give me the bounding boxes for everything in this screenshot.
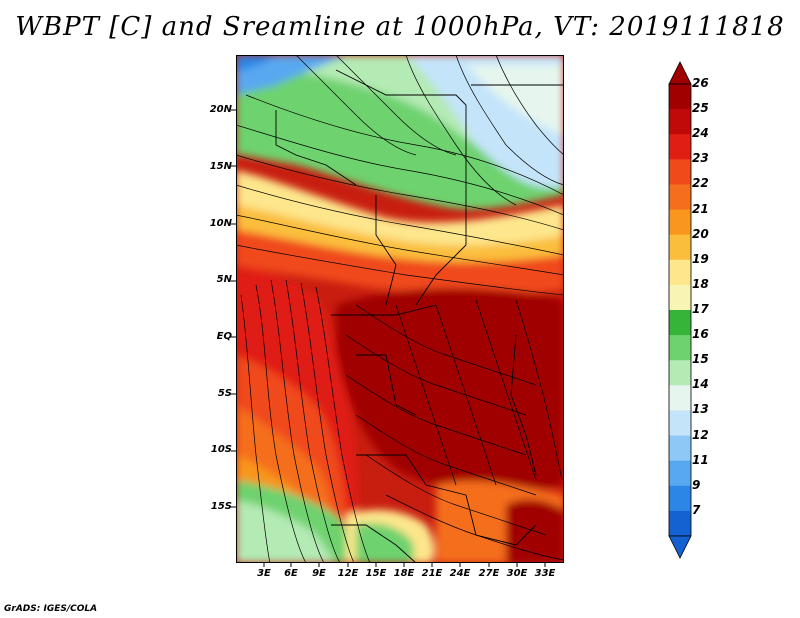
y-label-20n: 20N	[209, 104, 232, 115]
x-label-18e: 18E	[393, 568, 415, 579]
x-label-12e: 12E	[337, 568, 359, 579]
credit-text: GrADS: IGES/COLA	[4, 604, 98, 614]
colorbar-label: 20	[692, 226, 709, 241]
colorbar-swatch	[669, 385, 691, 411]
y-label-10s: 10S	[210, 444, 232, 455]
colorbar-label: 23	[692, 151, 709, 166]
x-label-3e: 3E	[257, 568, 271, 579]
colorbar-label: 21	[692, 201, 709, 216]
colorbar-swatch	[669, 134, 691, 160]
colorbar-swatch	[669, 510, 691, 537]
colorbar-swatch	[669, 159, 691, 185]
x-label-30e: 30E	[506, 568, 528, 579]
colorbar-label: 12	[692, 427, 709, 442]
colorbar-label: 19	[692, 251, 709, 266]
y-label-15n: 15N	[209, 161, 232, 172]
y-label-eq: EQ	[216, 331, 232, 342]
map-frame	[236, 55, 564, 563]
colorbar-label: 9	[692, 477, 701, 492]
y-label-15s: 15S	[210, 501, 232, 512]
colorbar-label: 25	[692, 101, 709, 116]
colorbar-swatch	[669, 284, 691, 311]
wbpt-streamline-map	[236, 55, 564, 563]
colorbar-label: 24	[692, 126, 709, 141]
colorbar-swatch	[669, 84, 691, 110]
x-label-21e: 21E	[421, 568, 443, 579]
colorbar-swatch	[669, 259, 691, 286]
x-label-24e: 24E	[449, 568, 471, 579]
colorbar-swatch	[669, 410, 691, 437]
x-axis-ticks	[263, 562, 546, 567]
colorbar	[668, 61, 692, 559]
y-label-5s: 5S	[217, 388, 232, 399]
colorbar-label: 16	[692, 327, 709, 342]
colorbar-label: 17	[692, 302, 709, 316]
colorbar-swatch	[669, 109, 691, 135]
colorbar-label: 11	[692, 452, 709, 467]
x-label-15e: 15E	[365, 568, 387, 579]
colorbar-label: 26	[692, 76, 709, 90]
map-panel	[236, 55, 564, 563]
y-axis-ticks	[231, 109, 236, 508]
colorbar-swatch	[669, 485, 691, 512]
colorbar-swatch	[669, 335, 691, 361]
map-title: WBPT [C] and Sreamline at 1000hPa, VT: 2…	[15, 12, 785, 42]
colorbar-swatch	[669, 310, 691, 336]
streamlines	[236, 55, 564, 563]
colorbar-bottom-arrow	[668, 535, 692, 559]
colorbar-swatch	[669, 435, 691, 462]
country-borders	[275, 69, 564, 563]
colorbar-label: 22	[692, 176, 709, 191]
colorbar-label: 7	[692, 502, 701, 517]
colorbar-swatch	[669, 234, 691, 261]
colorbar-swatch	[669, 460, 691, 487]
y-label-5n: 5N	[216, 274, 232, 285]
colorbar-label: 18	[692, 276, 709, 291]
colorbar-label: 13	[692, 402, 709, 417]
x-label-6e: 6E	[284, 568, 298, 579]
colorbar-swatch	[669, 184, 691, 211]
x-label-9e: 9E	[312, 568, 326, 579]
colorbar-label: 15	[692, 352, 709, 367]
x-label-33e: 33E	[534, 568, 556, 579]
colorbar-top-arrow	[668, 61, 692, 85]
y-label-10n: 10N	[209, 218, 232, 229]
x-label-27e: 27E	[478, 568, 500, 579]
colorbar-swatch	[669, 209, 691, 236]
colorbar-label: 14	[692, 377, 709, 392]
colorbar-swatch	[669, 360, 691, 386]
